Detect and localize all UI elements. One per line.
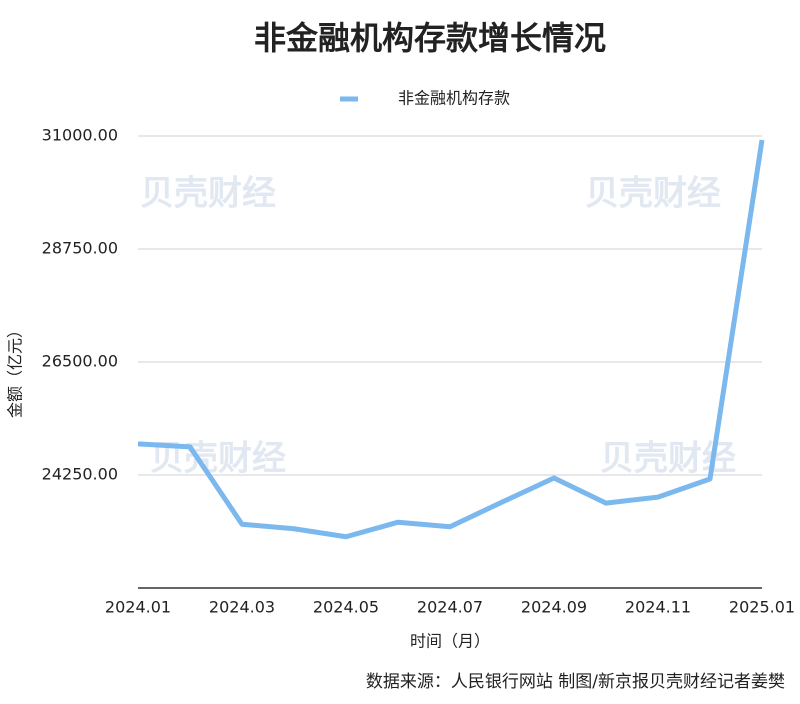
y-tick-label: 24250.00 [42,465,118,484]
y-tick-label: 26500.00 [42,352,118,371]
x-tick-label: 2024.07 [417,598,483,617]
x-tick-label: 2024.01 [105,598,171,617]
y-tick-label: 28750.00 [42,239,118,258]
x-axis-title: 时间（月） [410,632,490,651]
data-line [137,139,765,540]
chart-title: 非金融机构存款增长情况 [254,19,606,57]
x-tick-label: 2024.11 [625,598,691,617]
watermark: 贝壳财经 [585,174,721,214]
y-tick-label: 31000.00 [42,126,118,145]
y-axis-title: 金额（亿元） [6,322,25,418]
source-note: 数据来源：人民银行网站 制图/新京报贝壳财经记者姜樊 [366,672,785,692]
x-tick-label: 2024.03 [209,598,275,617]
x-tick-label: 2024.09 [521,598,587,617]
x-tick-label: 2024.05 [313,598,379,617]
x-tick-label: 2025.01 [729,598,795,617]
legend-label: 非金融机构存款 [398,89,510,108]
watermark: 贝壳财经 [140,174,276,214]
